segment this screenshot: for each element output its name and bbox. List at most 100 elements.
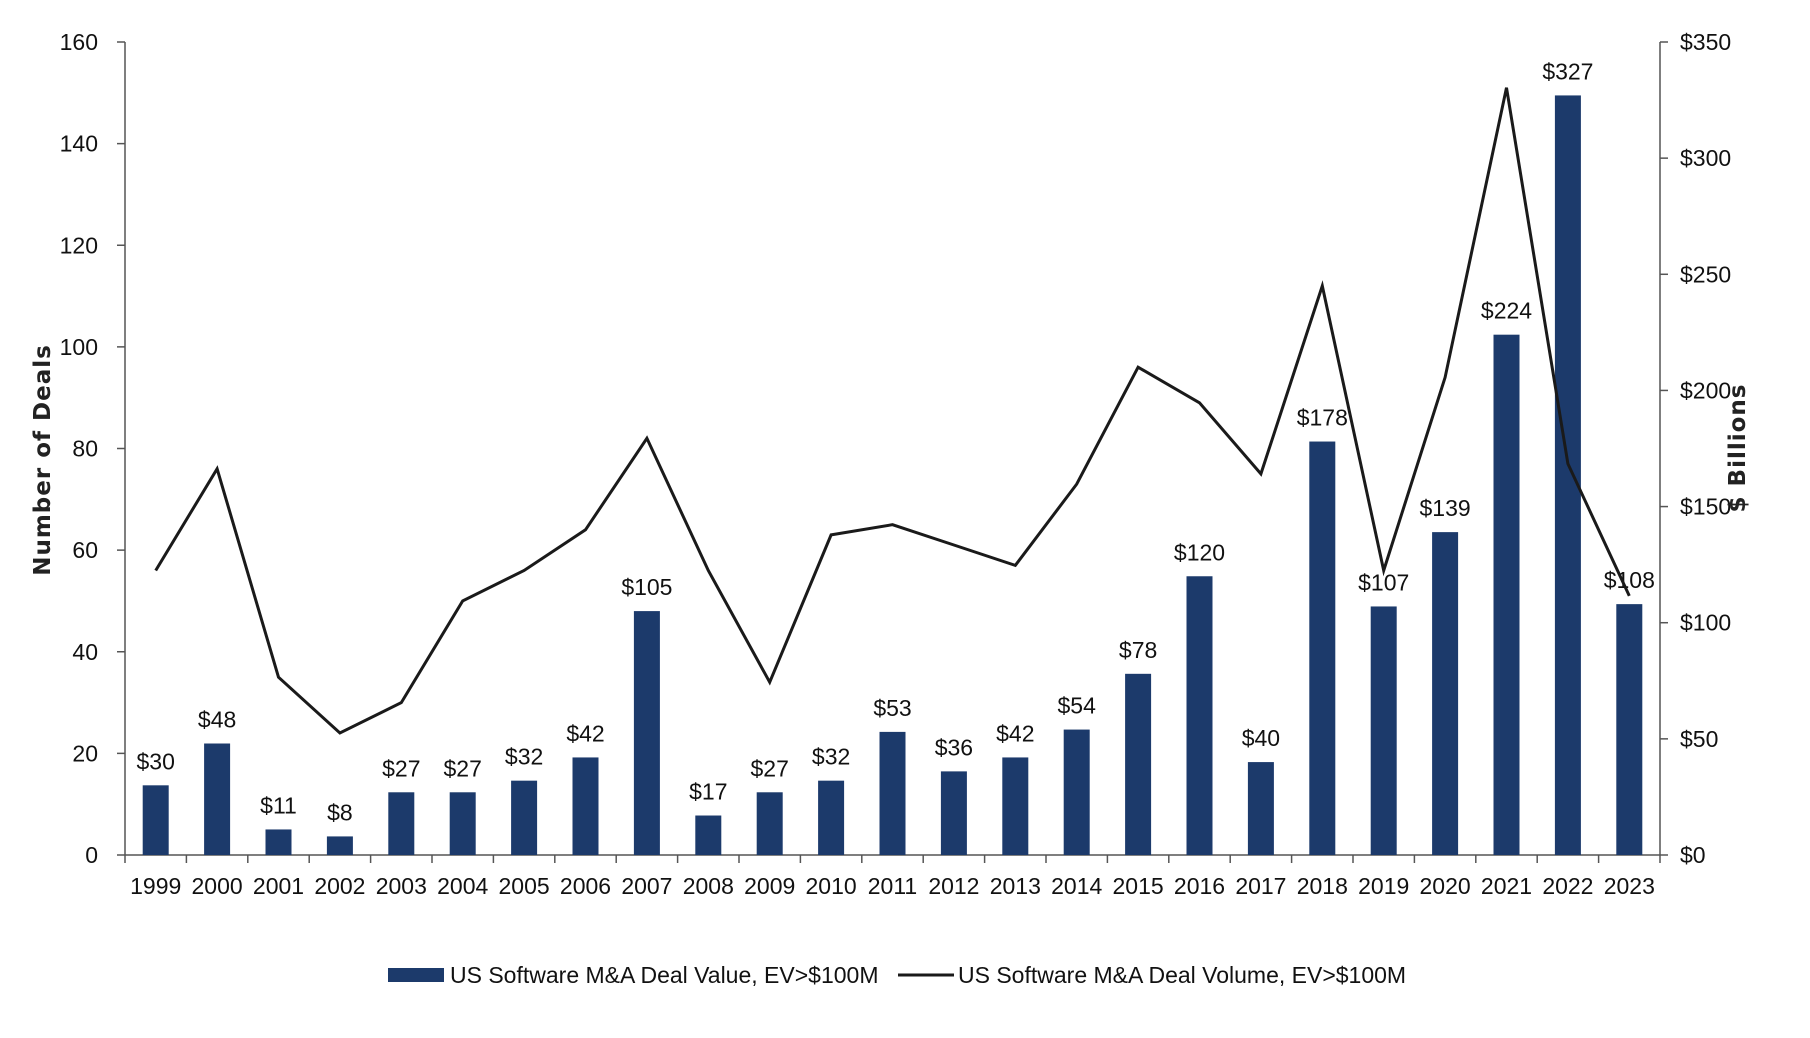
bar-2018 bbox=[1309, 441, 1336, 855]
x-tick-label: 2000 bbox=[192, 873, 243, 899]
x-tick-label: 2007 bbox=[621, 873, 672, 899]
left-tick-label: 80 bbox=[72, 436, 98, 462]
bar-series bbox=[142, 95, 1643, 855]
left-tick-label: 140 bbox=[60, 131, 98, 157]
right-tick-label: $150 bbox=[1680, 494, 1731, 520]
right-tick-label: $300 bbox=[1680, 145, 1731, 171]
left-tick-label: 160 bbox=[60, 29, 98, 55]
left-tick-label: 40 bbox=[72, 639, 98, 665]
bar-label-2000: $48 bbox=[198, 707, 236, 733]
bar-label-2004: $27 bbox=[444, 755, 482, 781]
bar-2005 bbox=[511, 780, 538, 855]
x-tick-label: 2017 bbox=[1235, 873, 1286, 899]
bar-2013 bbox=[1002, 757, 1029, 855]
left-axis-title: Number of Deals bbox=[30, 344, 56, 576]
left-tick-label: 0 bbox=[85, 842, 98, 868]
bar-label-2007: $105 bbox=[621, 574, 672, 600]
x-tick-label: 2023 bbox=[1604, 873, 1655, 899]
x-tick-label: 2012 bbox=[928, 873, 979, 899]
x-tick-label: 2013 bbox=[990, 873, 1041, 899]
x-tick-label: 2022 bbox=[1542, 873, 1593, 899]
bar-2000 bbox=[204, 743, 231, 855]
left-tick-label: 120 bbox=[60, 232, 98, 258]
right-axis-title: $ Billions bbox=[1725, 384, 1751, 513]
legend-line-label: US Software M&A Deal Volume, EV>$100M bbox=[958, 962, 1406, 988]
right-axis: $0 $50 $100 $150 $200 $250 $300 $350 bbox=[1659, 29, 1731, 868]
x-tick-label: 2001 bbox=[253, 873, 304, 899]
bar-2016 bbox=[1186, 576, 1213, 855]
left-tick-label: 60 bbox=[72, 537, 98, 563]
bar-1999 bbox=[142, 785, 169, 855]
bar-label-2006: $42 bbox=[566, 720, 604, 746]
x-tick-label: 2016 bbox=[1174, 873, 1225, 899]
x-axis: 1999 2000 2001 2002 2003 2004 2005 2006 2007 2008… bbox=[124, 854, 1661, 899]
x-tick-label: 2015 bbox=[1113, 873, 1164, 899]
x-tick-label: 2018 bbox=[1297, 873, 1348, 899]
bar-2014 bbox=[1063, 729, 1090, 855]
bar-label-2018: $178 bbox=[1297, 405, 1348, 431]
bar-2015 bbox=[1125, 673, 1152, 855]
bar-2011 bbox=[879, 731, 906, 855]
bar-2017 bbox=[1247, 762, 1274, 855]
bar-2002 bbox=[326, 836, 353, 855]
bar-label-2017: $40 bbox=[1242, 725, 1280, 751]
x-tick-label: 2004 bbox=[437, 873, 488, 899]
right-tick-label: $0 bbox=[1680, 842, 1706, 868]
x-tick-label: 2002 bbox=[314, 873, 365, 899]
bar-2023 bbox=[1616, 604, 1643, 855]
bar-label-2020: $139 bbox=[1420, 495, 1471, 521]
x-tick-label: 2014 bbox=[1051, 873, 1102, 899]
x-tick-label: 2010 bbox=[806, 873, 857, 899]
legend-bar-swatch bbox=[388, 968, 444, 982]
x-tick-label: 2003 bbox=[376, 873, 427, 899]
bar-2012 bbox=[940, 771, 967, 855]
bar-label-1999: $30 bbox=[137, 748, 175, 774]
bar-2008 bbox=[695, 815, 722, 855]
bar-label-2011: $53 bbox=[873, 695, 911, 721]
left-tick-label: 20 bbox=[72, 740, 98, 766]
legend: US Software M&A Deal Value, EV>$100M US … bbox=[388, 962, 1406, 988]
bar-2020 bbox=[1432, 532, 1459, 855]
bar-2003 bbox=[388, 792, 415, 855]
bar-label-2001: $11 bbox=[260, 792, 297, 818]
legend-bar-label: US Software M&A Deal Value, EV>$100M bbox=[450, 962, 879, 988]
x-tick-label: 2009 bbox=[744, 873, 795, 899]
right-tick-label: $200 bbox=[1680, 377, 1731, 403]
right-tick-label: $50 bbox=[1680, 726, 1718, 752]
right-tick-label: $100 bbox=[1680, 610, 1731, 636]
bar-label-2013: $42 bbox=[996, 720, 1034, 746]
x-tick-label: 2019 bbox=[1358, 873, 1409, 899]
bar-2004 bbox=[449, 792, 476, 855]
bar-2007 bbox=[633, 611, 660, 855]
x-tick-label: 2008 bbox=[683, 873, 734, 899]
bar-label-2005: $32 bbox=[505, 744, 543, 770]
bar-label-2009: $27 bbox=[751, 755, 789, 781]
bar-label-2002: $8 bbox=[327, 799, 353, 825]
x-tick-label: 1999 bbox=[130, 873, 181, 899]
bar-label-2003: $27 bbox=[382, 755, 420, 781]
bar-label-2016: $120 bbox=[1174, 539, 1225, 565]
bar-2001 bbox=[265, 829, 292, 855]
x-tick-label: 2005 bbox=[499, 873, 550, 899]
bar-label-2022: $327 bbox=[1542, 58, 1593, 84]
bar-data-labels: $30 $48 $11 $8 $27 $27 $32 $42 $105 $17 $27 $32 $53 $… bbox=[137, 58, 1655, 825]
bar-label-2023: $108 bbox=[1604, 567, 1655, 593]
bar-label-2014: $54 bbox=[1058, 693, 1097, 719]
bar-2010 bbox=[818, 780, 845, 855]
bar-2009 bbox=[756, 792, 783, 855]
left-axis: 0 20 40 60 80 100 120 140 160 bbox=[60, 29, 126, 868]
line-series bbox=[154, 87, 1631, 735]
x-tick-label: 2011 bbox=[868, 873, 917, 899]
bar-2006 bbox=[572, 757, 599, 855]
x-tick-label: 2006 bbox=[560, 873, 611, 899]
bar-2022 bbox=[1554, 95, 1581, 855]
bar-2019 bbox=[1370, 606, 1397, 855]
bar-label-2015: $78 bbox=[1119, 637, 1157, 663]
bar-2021 bbox=[1493, 334, 1520, 855]
bar-label-2008: $17 bbox=[689, 779, 727, 805]
x-tick-label: 2021 bbox=[1481, 873, 1532, 899]
right-tick-label: $350 bbox=[1680, 29, 1731, 55]
right-tick-label: $250 bbox=[1680, 261, 1731, 287]
bar-label-2012: $36 bbox=[935, 734, 973, 760]
